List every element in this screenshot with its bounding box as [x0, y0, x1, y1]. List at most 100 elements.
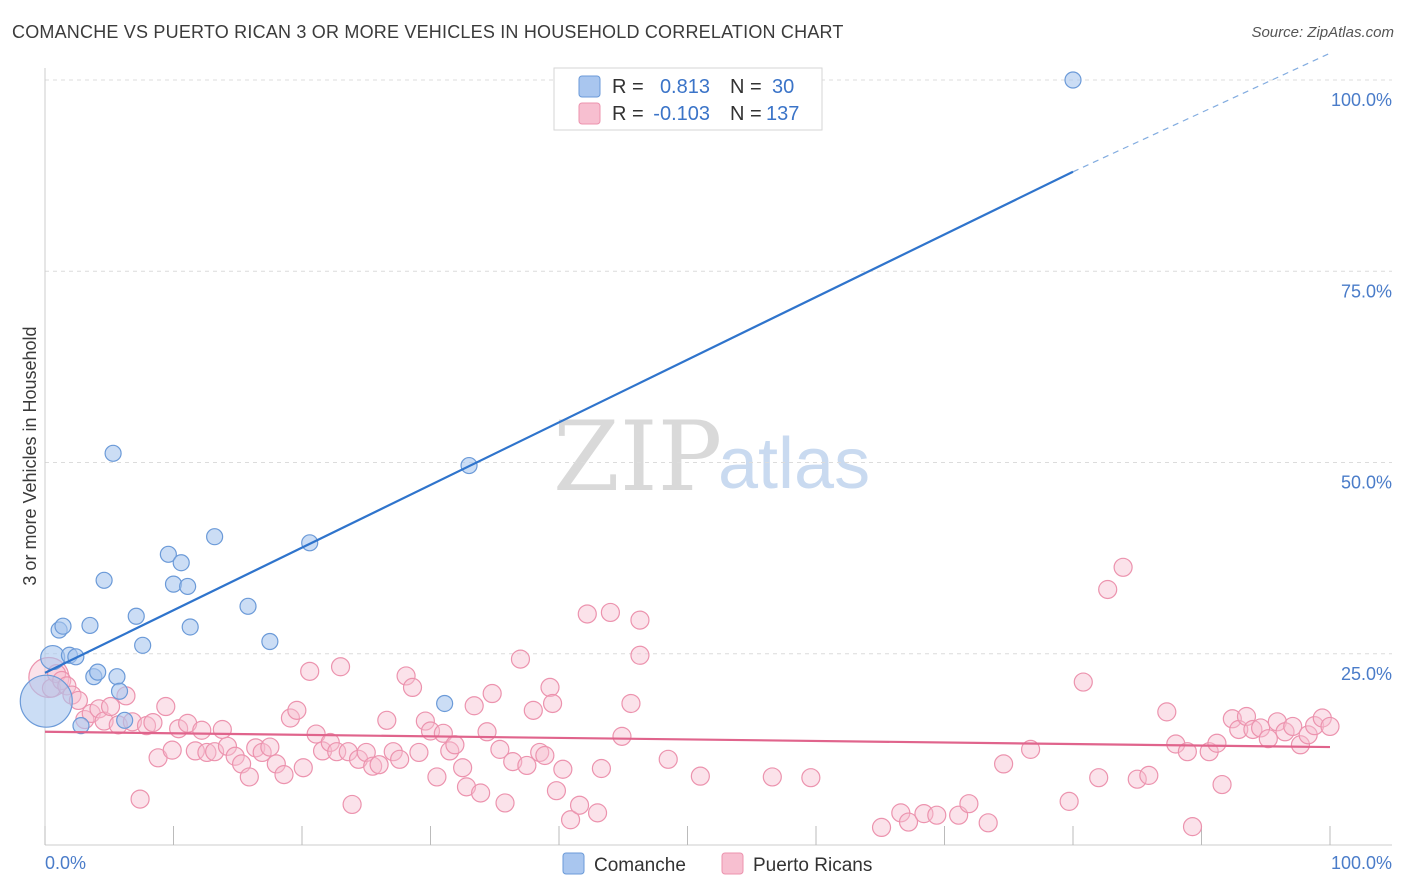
x-tick-label-max: 100.0% [1331, 853, 1392, 873]
puerto-rican-point [612, 726, 632, 746]
legend-r-label-1: R = [612, 76, 644, 98]
puerto-rican-point [274, 765, 294, 785]
comanche-point [95, 571, 113, 589]
puerto-rican-point [342, 794, 362, 815]
puerto-rican-point [1267, 712, 1287, 732]
comanche-point [164, 575, 183, 593]
puerto-rican-point [587, 803, 608, 823]
puerto-rican-point [266, 754, 286, 774]
puerto-rican-point [1258, 729, 1278, 749]
legend-r-label-2: R = [612, 103, 644, 125]
legend-n-label-1: N = [730, 76, 762, 98]
puerto-rican-point [1098, 579, 1118, 600]
puerto-rican-point [217, 736, 238, 756]
comanche-point [181, 618, 199, 636]
puerto-rican-point [1320, 716, 1340, 737]
comanche-point [81, 616, 99, 635]
comanche-point [110, 682, 129, 700]
puerto-rican-point [517, 755, 537, 776]
puerto-rican-point [453, 758, 473, 778]
puerto-rican-point [445, 735, 465, 755]
comanche-trend-extension [1072, 52, 1331, 173]
puerto-rican-point [197, 742, 217, 763]
bottom-legend-swatch-comanche [562, 852, 585, 875]
puerto-rican-point [1251, 718, 1271, 738]
puerto-rican-point [577, 604, 597, 624]
puerto-rican-point [1089, 768, 1109, 788]
puerto-rican-point [553, 759, 573, 779]
puerto-rican-point [495, 793, 515, 813]
bottom-legend-swatch-puerto-rican [721, 852, 744, 875]
puerto-rican-point [503, 752, 523, 772]
puerto-rican-point [510, 649, 531, 669]
puerto-rican-point [1020, 739, 1041, 759]
puerto-rican-point [205, 742, 225, 762]
puerto-rican-point [239, 767, 259, 787]
puerto-rican-point [591, 758, 612, 779]
puerto-rican-point [540, 677, 560, 698]
legend-swatch-puerto-rican [578, 102, 601, 125]
puerto-rican-point [130, 789, 150, 809]
puerto-rican-point [280, 708, 301, 728]
comanche-points [19, 71, 1082, 735]
comanche-point [261, 632, 279, 651]
comanche-point [104, 444, 122, 462]
puerto-rican-point [542, 693, 563, 714]
puerto-rican-point [630, 610, 650, 630]
puerto-rican-points [28, 557, 1340, 838]
puerto-rican-point [89, 699, 109, 719]
puerto-rican-point [433, 723, 453, 743]
comanche-trend-line [44, 170, 1074, 674]
puerto-rican-point [383, 742, 403, 762]
puerto-rican-point [225, 746, 245, 766]
puerto-rican-point [994, 754, 1014, 774]
watermark-atlas: atlas [718, 424, 870, 504]
legend-n-value-2: 137 [766, 103, 799, 125]
source-label: Source: ZipAtlas.com [1251, 24, 1394, 41]
comanche-point [179, 577, 197, 596]
puerto-rican-point [402, 677, 423, 698]
puerto-rican-point [300, 661, 320, 681]
axes: 25.0% 50.0% 75.0% 100.0% 0.0% 100.0% [44, 68, 1392, 873]
puerto-rican-point [762, 767, 782, 787]
puerto-rican-trend-line [44, 730, 1331, 749]
y-tick-label: 75.0% [1341, 281, 1392, 301]
puerto-rican-point [330, 657, 351, 677]
puerto-rican-point [464, 696, 484, 716]
puerto-rican-point [927, 805, 947, 825]
legend-n-value-1: 30 [772, 76, 794, 98]
puerto-rican-point [658, 749, 678, 769]
comanche-point [89, 663, 107, 681]
puerto-rican-point [100, 696, 121, 717]
y-axis-label: 3 or more Vehicles in Household [20, 326, 40, 585]
puerto-rican-point [390, 749, 410, 769]
gridlines [45, 79, 1392, 655]
comanche-point [206, 528, 224, 546]
puerto-rican-point [1139, 765, 1159, 785]
trend-lines [44, 52, 1331, 749]
puerto-rican-point [377, 710, 397, 730]
puerto-rican-point [1157, 702, 1177, 722]
comanche-point [127, 607, 145, 625]
puerto-rican-point [293, 758, 313, 778]
comanche-point [19, 674, 73, 728]
puerto-rican-point [801, 768, 821, 788]
legend-n-label-2: N = [730, 103, 762, 125]
puerto-rican-point [898, 812, 919, 832]
legend-r-value-1: 0.813 [660, 76, 710, 98]
puerto-rican-point [369, 755, 389, 775]
x-tick-label-min: 0.0% [45, 853, 86, 873]
comanche-point [108, 668, 126, 686]
puerto-rican-point [1212, 774, 1232, 795]
puerto-rican-point [1243, 719, 1263, 740]
watermark: ZIP atlas [553, 401, 870, 513]
puerto-rican-point [600, 602, 621, 623]
puerto-rican-point [978, 813, 998, 833]
puerto-rican-point [427, 767, 447, 787]
y-tick-label: 25.0% [1341, 664, 1392, 684]
puerto-rican-point [690, 766, 710, 786]
puerto-rican-point [490, 739, 510, 759]
puerto-rican-point [535, 745, 555, 766]
puerto-rican-point [415, 711, 435, 731]
puerto-rican-point [143, 712, 163, 733]
